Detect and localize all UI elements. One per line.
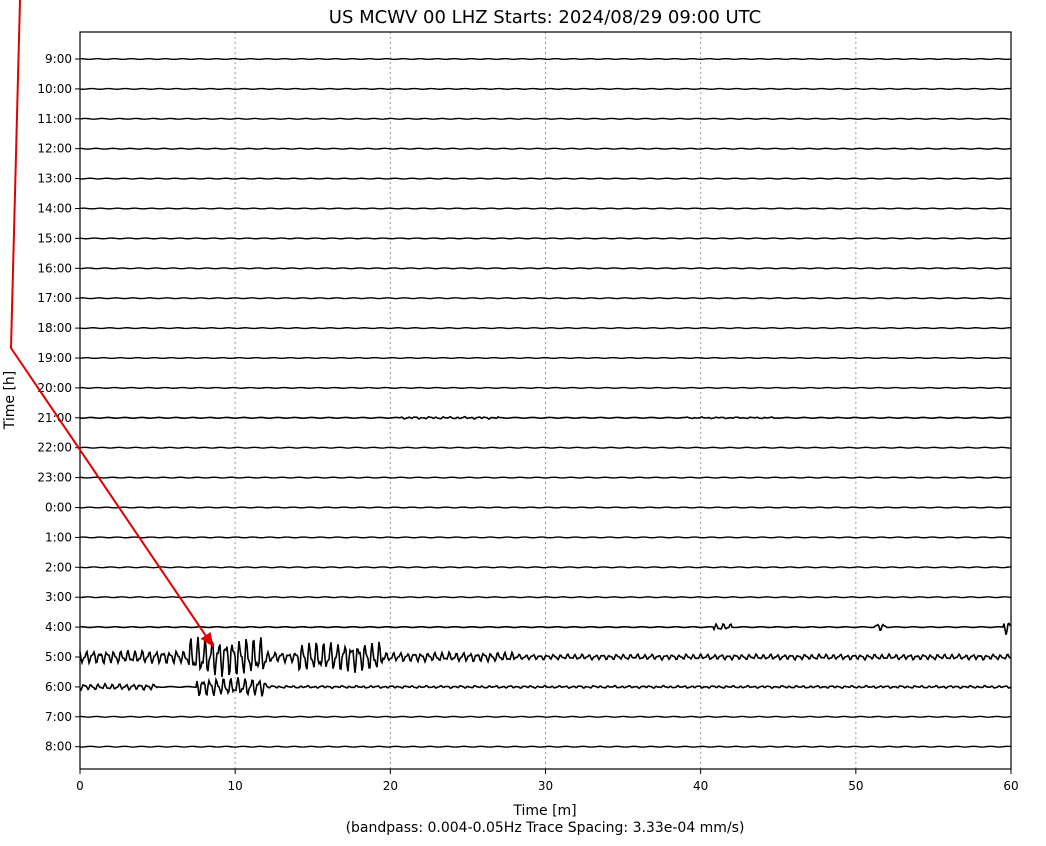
y-axis-label: Time [h] bbox=[2, 371, 18, 431]
annotation-line bbox=[9, 0, 215, 648]
trace-3:00 bbox=[79, 596, 1012, 599]
trace-20:00 bbox=[79, 386, 1012, 389]
hour-tick-label: 17:00 bbox=[37, 291, 72, 305]
trace-2:00 bbox=[79, 566, 1012, 569]
hour-tick-label: 22:00 bbox=[37, 441, 72, 455]
hour-tick-label: 1:00 bbox=[45, 530, 72, 544]
trace-8:00 bbox=[79, 745, 1012, 748]
hour-tick-label: 20:00 bbox=[37, 381, 72, 395]
trace-15:00 bbox=[79, 237, 1012, 240]
x-tick-label: 0 bbox=[76, 779, 84, 793]
trace-6:00 bbox=[79, 676, 1012, 697]
hour-tick-label: 16:00 bbox=[37, 261, 72, 275]
hour-tick-label: 6:00 bbox=[45, 680, 72, 694]
hour-tick-label: 15:00 bbox=[37, 231, 72, 245]
x-axis-label: Time [m] bbox=[512, 803, 576, 819]
hour-tick-label: 14:00 bbox=[37, 202, 72, 216]
hour-tick-label: 5:00 bbox=[45, 650, 72, 664]
trace-22:00 bbox=[79, 446, 1012, 449]
x-tick-label: 30 bbox=[538, 779, 553, 793]
x-tick-label: 40 bbox=[693, 779, 708, 793]
hour-tick-label: 8:00 bbox=[45, 740, 72, 754]
hour-tick-label: 23:00 bbox=[37, 471, 72, 485]
x-axis-note: (bandpass: 0.004-0.05Hz Trace Spacing: 3… bbox=[346, 820, 745, 836]
x-tick-label: 60 bbox=[1003, 779, 1018, 793]
trace-17:00 bbox=[79, 297, 1012, 300]
hour-tick-label: 18:00 bbox=[37, 321, 72, 335]
trace-lines bbox=[79, 57, 1012, 748]
annotation-arrow bbox=[9, 0, 215, 648]
trace-18:00 bbox=[79, 327, 1012, 330]
arrow-head bbox=[200, 632, 214, 647]
trace-16:00 bbox=[79, 267, 1012, 270]
trace-21:00 bbox=[79, 415, 1012, 420]
trace-12:00 bbox=[79, 147, 1012, 150]
hour-tick-label: 4:00 bbox=[45, 620, 72, 634]
trace-19:00 bbox=[79, 356, 1012, 360]
x-tick-labels: 0 10 20 30 40 50 60 bbox=[76, 769, 1019, 793]
trace-4:00 bbox=[79, 622, 1012, 635]
trace-10:00 bbox=[79, 87, 1012, 90]
hour-tick-label: 19:00 bbox=[37, 351, 72, 365]
hour-tick-label: 3:00 bbox=[45, 590, 72, 604]
trace-23:00 bbox=[79, 476, 1012, 479]
hour-tick-label: 10:00 bbox=[37, 82, 72, 96]
hour-tick-label: 2:00 bbox=[45, 560, 72, 574]
vertical-gridlines bbox=[234, 32, 857, 769]
trace-13:00 bbox=[79, 177, 1012, 180]
trace-14:00 bbox=[79, 207, 1012, 210]
hour-tick-label: 11:00 bbox=[37, 112, 72, 126]
trace-9:00 bbox=[79, 57, 1012, 61]
x-tick-label: 20 bbox=[383, 779, 398, 793]
hour-tick-label: 13:00 bbox=[37, 172, 72, 186]
hour-tick-labels: 9:00 10:00 11:00 12:00 13:00 14:00 15:00 16:00 1… bbox=[37, 52, 80, 754]
hour-tick-label: 7:00 bbox=[45, 710, 72, 724]
trace-5:00 bbox=[79, 636, 1012, 678]
trace-11:00 bbox=[79, 117, 1012, 120]
trace-7:00 bbox=[79, 715, 1012, 718]
trace-1:00 bbox=[79, 536, 1012, 539]
x-tick-label: 10 bbox=[228, 779, 243, 793]
x-tick-label: 50 bbox=[848, 779, 863, 793]
chart-title: US MCWV 00 LHZ Starts: 2024/08/29 09:00 … bbox=[329, 7, 761, 28]
trace-0:00 bbox=[79, 506, 1012, 509]
hour-tick-label: 0:00 bbox=[45, 501, 72, 515]
hour-tick-label: 21:00 bbox=[37, 411, 72, 425]
hour-tick-label: 9:00 bbox=[45, 52, 72, 66]
hour-tick-label: 12:00 bbox=[37, 142, 72, 156]
